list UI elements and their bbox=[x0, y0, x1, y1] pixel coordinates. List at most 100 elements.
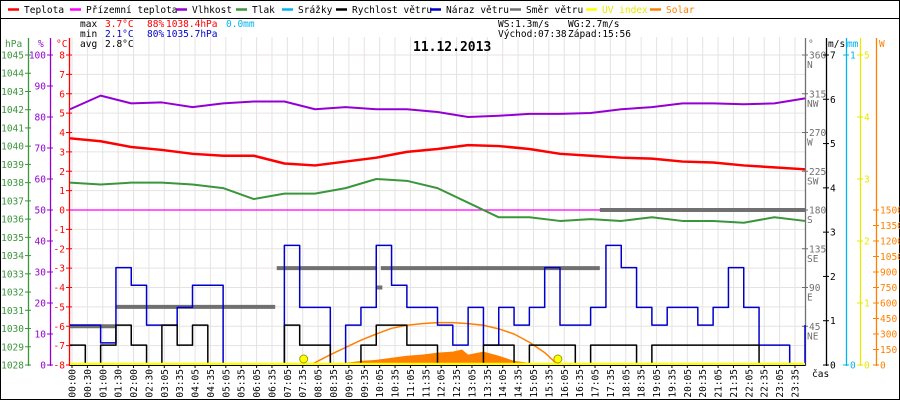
x-tick-label: 20:05 bbox=[683, 369, 694, 398]
pressure-line bbox=[69, 178, 806, 224]
rain-tick-label: 1 bbox=[850, 51, 856, 62]
x-tick-label: 18:05 bbox=[621, 369, 632, 398]
direction-tick-label: 315 bbox=[809, 89, 826, 100]
x-tick-label: 01:00 bbox=[98, 369, 109, 398]
humidity-tick-label: 100 bbox=[29, 51, 46, 62]
x-tick-label: 14:05 bbox=[498, 369, 509, 398]
x-tick-label: 06:35 bbox=[267, 369, 278, 398]
x-tick-label: 01:30 bbox=[114, 369, 125, 398]
x-tick-label: 21:05 bbox=[714, 369, 725, 398]
direction-compass-label: N bbox=[807, 60, 813, 71]
stats-max-press: 1038.4hPa bbox=[166, 19, 217, 30]
solar-tick-label: 1050 bbox=[880, 252, 900, 263]
legend-item-label: Teplota bbox=[24, 5, 64, 16]
stats-block: max 3.7°C 88% 1038.4hPa 0.0mm min 2.1°C … bbox=[80, 19, 631, 50]
x-tick-label: 04:05 bbox=[191, 369, 202, 398]
humidity-tick-label: 80 bbox=[35, 113, 47, 124]
legend: Teplota Přízemní teplota Vlhkost Tlak Srážky… bbox=[8, 5, 695, 16]
humidity-tick-label: 20 bbox=[35, 299, 47, 310]
direction-tick-label: 225 bbox=[809, 167, 826, 178]
temperature-tick-label: -2 bbox=[54, 244, 65, 255]
x-tick-label: 05:05 bbox=[221, 369, 232, 398]
x-tick-label: 19:35 bbox=[667, 369, 678, 398]
pressure-tick-label: 1045 bbox=[1, 51, 24, 62]
x-tick-label: 16:05 bbox=[560, 369, 571, 398]
uv-tick-label: 2 bbox=[864, 237, 870, 248]
x-tick-label: 17:05 bbox=[591, 369, 602, 398]
wind-tick-label: 6 bbox=[830, 95, 836, 106]
stats-avg-temp: 2.8°C bbox=[105, 39, 134, 50]
temperature-tick-label: -4 bbox=[54, 283, 66, 294]
series bbox=[69, 94, 806, 366]
uv-tick-label: 3 bbox=[864, 175, 870, 186]
legend-item-label: UV index bbox=[602, 5, 648, 16]
direction-compass-label: NW bbox=[807, 99, 819, 110]
wind-tick-label: 0 bbox=[830, 361, 836, 372]
direction-compass-label: S bbox=[807, 215, 813, 226]
legend-item-label: Srážky bbox=[298, 5, 333, 16]
pressure-tick-label: 1030 bbox=[1, 324, 24, 335]
wind-tick-label: 4 bbox=[830, 183, 836, 194]
x-tick-label: 10:35 bbox=[391, 369, 402, 398]
x-tick-label: 00:30 bbox=[83, 369, 94, 398]
wind-tick-label: 1 bbox=[830, 316, 836, 327]
direction-tick-label: 45 bbox=[809, 322, 820, 333]
x-tick-label: 05:35 bbox=[237, 369, 248, 398]
temperature-tick-label: -5 bbox=[54, 302, 65, 313]
x-tick-label: 17:35 bbox=[606, 369, 617, 398]
pressure-tick-label: 1037 bbox=[1, 196, 24, 207]
pressure-tick-label: 1032 bbox=[1, 288, 24, 299]
pressure-tick-label: 1041 bbox=[1, 123, 24, 134]
solar-tick-label: 150 bbox=[880, 345, 897, 356]
stats-avg-label: avg bbox=[80, 39, 97, 50]
temperature-tick-label: -1 bbox=[54, 225, 66, 236]
x-tick-label: 23:05 bbox=[775, 369, 786, 398]
x-tick-label: 11:05 bbox=[406, 369, 417, 398]
stats-max-temp: 3.7°C bbox=[105, 19, 134, 30]
direction-compass-label: SW bbox=[807, 176, 819, 187]
pressure-tick-label: 1044 bbox=[1, 69, 24, 80]
axes: hPa1045104410431042104110401039103810371… bbox=[1, 38, 900, 372]
wind-gust-max: WG:2.7m/s bbox=[568, 19, 619, 30]
direction-compass-label: W bbox=[807, 138, 813, 149]
pressure-tick-label: 1035 bbox=[1, 233, 24, 244]
sunrise-time: Východ:07:38 bbox=[498, 29, 567, 40]
x-tick-label: 03:05 bbox=[160, 369, 171, 398]
temperature-axis-unit: °C bbox=[56, 39, 67, 50]
x-tick-label: 07:05 bbox=[283, 369, 294, 398]
temperature-tick-label: 6 bbox=[59, 89, 65, 100]
sunset-marker bbox=[553, 354, 563, 364]
pressure-tick-label: 1038 bbox=[1, 178, 24, 189]
solar-tick-label: 750 bbox=[880, 283, 897, 294]
x-axis-label: čas bbox=[812, 369, 829, 380]
legend-item-label: Rychlost větru bbox=[352, 5, 432, 16]
x-tick-label: 22:05 bbox=[744, 369, 755, 398]
sunrise-marker bbox=[299, 354, 309, 364]
humidity-line bbox=[69, 94, 806, 118]
x-tick-label: 16:35 bbox=[575, 369, 586, 398]
wind-tick-label: 5 bbox=[830, 139, 836, 150]
pressure-tick-label: 1040 bbox=[1, 142, 24, 153]
pressure-tick-label: 1031 bbox=[1, 306, 24, 317]
stats-max-label: max bbox=[80, 19, 97, 30]
x-tick-label: 10:05 bbox=[375, 369, 386, 398]
solar-tick-label: 0 bbox=[880, 361, 886, 372]
legend-item-label: Přízemní teplota bbox=[86, 5, 178, 16]
stats-max-hum: 88% bbox=[147, 19, 164, 30]
wind-tick-label: 3 bbox=[830, 228, 836, 239]
x-tick-label: 15:35 bbox=[544, 369, 555, 398]
pressure-tick-label: 1034 bbox=[1, 251, 24, 262]
direction-tick-label: 270 bbox=[809, 128, 826, 139]
x-tick-label: 09:05 bbox=[344, 369, 355, 398]
direction-tick-label: 90 bbox=[809, 283, 821, 294]
stats-max-rain: 0.0mm bbox=[226, 19, 255, 30]
direction-compass-label: SE bbox=[807, 254, 819, 265]
humidity-tick-label: 70 bbox=[35, 144, 47, 155]
uv-tick-label: 5 bbox=[864, 51, 870, 62]
x-tick-label: 18:35 bbox=[637, 369, 648, 398]
uv-tick-label: 0 bbox=[864, 361, 870, 372]
x-tick-label: 13:35 bbox=[483, 369, 494, 398]
stats-min-label: min bbox=[80, 29, 97, 40]
